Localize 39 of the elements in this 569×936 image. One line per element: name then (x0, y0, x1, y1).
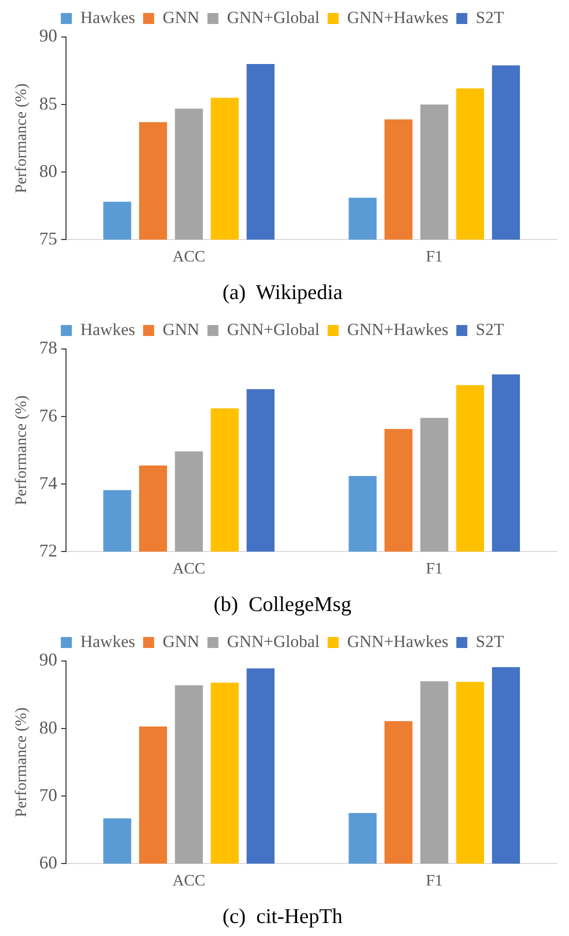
text: (c) cit-HepTh (222, 904, 344, 928)
x-tick-label: F1 (426, 560, 443, 578)
y-axis-title: Performance (%) (12, 83, 30, 194)
y-tick-label: 90 (39, 26, 58, 46)
y-tick-label: 78 (39, 338, 58, 358)
y-tick-label: 85 (39, 93, 58, 114)
x-tick-label: ACC (172, 560, 206, 578)
legend-label: Hawkes (80, 632, 136, 651)
y-tick-label: 74 (39, 472, 58, 493)
legend-label: GNN+Hawkes (347, 632, 448, 651)
y-tick-label: 76 (39, 405, 58, 426)
legend-label: S2T (476, 632, 505, 651)
legend-label: Hawkes (80, 320, 136, 339)
legend-label: GNN (162, 632, 200, 651)
legend-label: GNN+Hawkes (347, 8, 448, 27)
y-tick-label: 70 (39, 784, 58, 805)
legend-label: S2T (476, 8, 505, 27)
y-axis-title: Performance (%) (12, 707, 30, 818)
x-tick-label: F1 (426, 872, 443, 890)
legend-label: GNN+Global (226, 320, 320, 339)
y-tick-label: 80 (39, 717, 58, 738)
legend-label: GNN+Global (226, 8, 320, 27)
legend-label: Hawkes (80, 8, 136, 27)
legend-label: GNN+Hawkes (347, 320, 448, 339)
y-tick-label: 75 (39, 228, 58, 248)
x-tick-label: ACC (172, 248, 206, 266)
y-axis-title: Performance (%) (12, 395, 30, 506)
legend-label: GNN+Global (226, 632, 320, 651)
legend-label: GNN (162, 8, 200, 27)
y-tick-label: 60 (39, 852, 58, 872)
y-tick-label: 90 (39, 650, 58, 670)
legend-label: S2T (476, 320, 505, 339)
legend-label: GNN (162, 320, 200, 339)
text: (b) CollegeMsg (214, 592, 352, 616)
y-tick-label: 72 (39, 540, 58, 560)
x-tick-label: F1 (426, 248, 443, 266)
y-tick-label: 80 (39, 160, 58, 181)
x-tick-label: ACC (172, 872, 206, 890)
text: (a) Wikipedia (222, 280, 344, 304)
